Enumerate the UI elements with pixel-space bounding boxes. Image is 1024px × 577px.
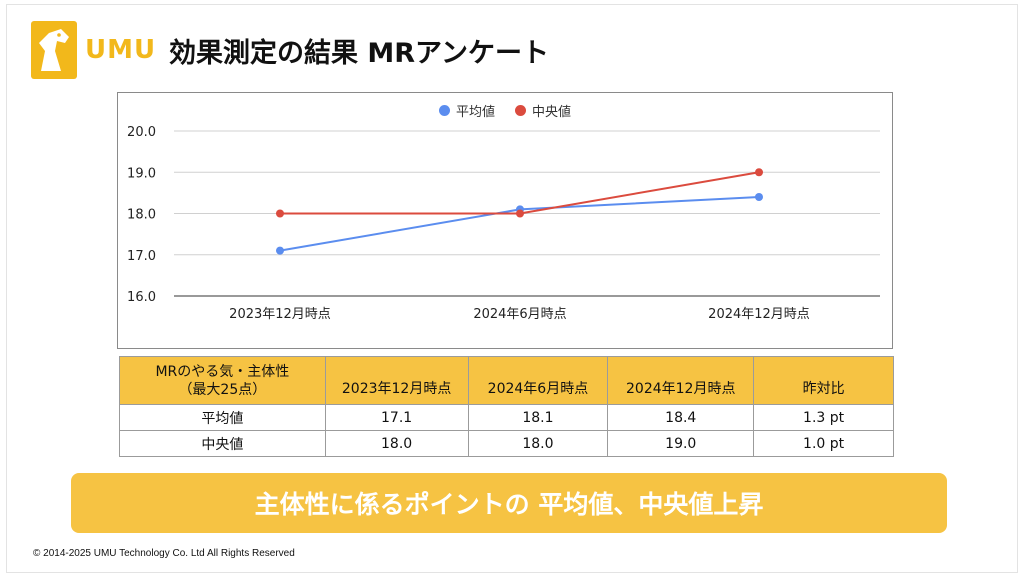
table-row: 平均値 17.1 18.1 18.4 1.3 pt [119,404,894,431]
table-cell: 18.0 [467,430,609,457]
page-title: 効果測定の結果 MRアンケート [169,38,549,69]
x-tick-label: 2024年12月時点 [708,307,810,322]
table-header-cell: MRのやる気・主体性 （最大25点） [119,356,326,405]
copyright-text: © 2014-2025 UMU Technology Co. Ltd All R… [33,548,295,559]
data-point [516,209,524,218]
legend-item: 中央値 [515,101,571,120]
legend-dot-icon [438,105,450,116]
table-cell: 1.3 pt [753,404,894,431]
table-cell: 平均値 [119,404,326,431]
slide: UMU 効果測定の結果 MRアンケート 16.0 17.0 18.0 19.0 20.0… [6,4,1018,573]
table-header-line: （最大25点） [178,381,267,398]
legend-label: 中央値 [532,105,572,120]
table-header-cell: 2024年6月時点 [467,356,609,405]
chart-svg: 16.0 17.0 18.0 19.0 20.0 2023年12月時点 2024年6月時点 2… [127,125,880,322]
legend-item: 平均値 [438,101,495,120]
table-cell: 18.4 [607,404,755,431]
data-point [276,246,284,255]
table-header-cell: 昨対比 [753,356,894,405]
data-point [755,193,763,201]
table-header-line: MRのやる気・主体性 [155,363,290,380]
x-tick-label: 2024年6月時点 [473,307,566,322]
y-tick-label: 19.0 [127,166,156,181]
logo-text: UMU [85,35,157,65]
y-tick-label: 18.0 [127,208,156,223]
legend-dot-icon [515,105,526,116]
table-header-row: MRのやる気・主体性 （最大25点） 2023年12月時点 2024年6月時点 2… [119,356,894,405]
data-point [276,209,284,218]
y-tick-label: 17.0 [127,249,156,264]
legend-label: 平均値 [455,105,495,120]
table-cell: 18.1 [467,404,609,431]
table-cell: 中央値 [119,430,326,457]
table-row: 中央値 18.0 18.0 19.0 1.0 pt [119,430,894,457]
banner-text: 主体性に係るポイントの 平均値、中央値上昇 [254,490,764,519]
table-cell: 1.0 pt [753,430,894,457]
table-cell: 17.1 [324,404,469,431]
conclusion-banner: 主体性に係るポイントの 平均値、中央値上昇 [71,473,947,533]
table-header-cell: 2024年12月時点 [607,356,755,405]
table-cell: 18.0 [324,430,469,457]
chart-legend: 平均値 中央値 [118,101,892,120]
y-tick-label: 16.0 [127,290,156,305]
table-cell: 19.0 [607,430,755,457]
horse-logo-icon [31,21,77,79]
umu-logo: UMU [31,21,155,83]
y-tick-label: 20.0 [127,125,156,140]
table-header-cell: 2023年12月時点 [324,356,469,405]
line-chart: 16.0 17.0 18.0 19.0 20.0 2023年12月時点 2024年6月時点 2… [117,92,893,349]
series-line [279,196,760,252]
results-table: MRのやる気・主体性 （最大25点） 2023年12月時点 2024年6月時点 2… [119,356,894,457]
data-point [755,168,763,177]
x-tick-label: 2023年12月時点 [229,307,331,322]
